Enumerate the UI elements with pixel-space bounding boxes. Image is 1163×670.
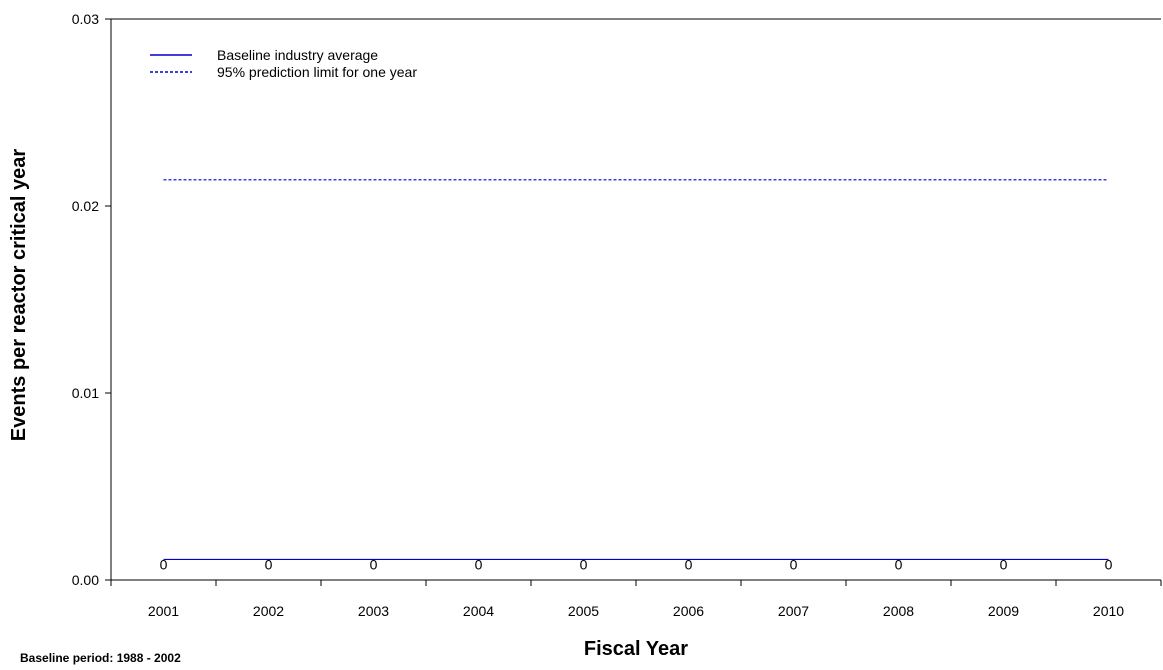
data-label: 0 (790, 556, 798, 572)
x-tick-label: 2005 (568, 603, 599, 619)
x-axis-title: Fiscal Year (584, 638, 688, 660)
y-tick-label: 0.03 (72, 11, 99, 27)
x-tick-label: 2004 (463, 603, 494, 619)
x-tick-label: 2006 (673, 603, 704, 619)
data-label: 0 (1105, 556, 1113, 572)
data-label: 0 (475, 556, 483, 572)
data-label: 0 (580, 556, 588, 572)
x-tick-label: 2008 (883, 603, 914, 619)
data-label: 0 (895, 556, 903, 572)
data-label: 0 (685, 556, 693, 572)
y-axis-title: Events per reactor critical year (8, 149, 30, 442)
y-tick-label: 0.01 (72, 385, 99, 401)
legend-label-2: 95% prediction limit for one year (217, 64, 417, 80)
baseline-period-note: Baseline period: 1988 - 2002 (20, 651, 181, 665)
x-tick-label: 2007 (778, 603, 809, 619)
x-tick-label: 2003 (358, 603, 389, 619)
x-tick-label: 2010 (1093, 603, 1124, 619)
series-layer (163, 180, 1108, 560)
x-tick-label: 2002 (253, 603, 284, 619)
data-label: 0 (370, 556, 378, 572)
y-tick-label: 0.02 (72, 198, 99, 214)
data-label: 0 (160, 556, 168, 572)
y-tick-label: 0.00 (72, 572, 99, 588)
x-tick-label: 2009 (988, 603, 1019, 619)
x-tick-label: 2001 (148, 603, 179, 619)
data-label: 0 (265, 556, 273, 572)
axes: 0.00 0.01 0.02 0.03 2001 2002 2003 2004 2005 2006… (72, 11, 1161, 619)
data-label: 0 (1000, 556, 1008, 572)
legend-label-1: Baseline industry average (217, 47, 378, 63)
